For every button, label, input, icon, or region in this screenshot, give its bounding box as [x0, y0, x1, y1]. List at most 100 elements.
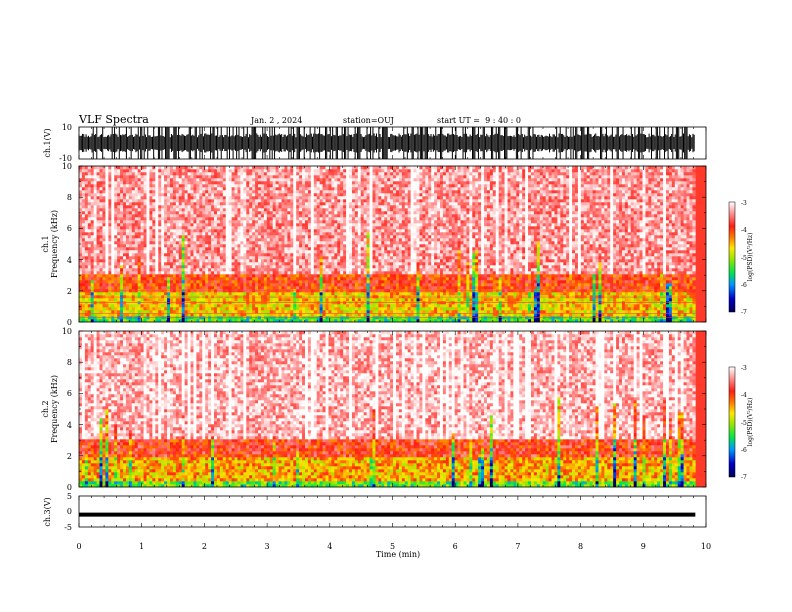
spectrogram-cell — [105, 232, 108, 235]
spectrogram-cell — [202, 271, 205, 274]
spectrogram-cell — [320, 223, 323, 226]
spectrogram-cell — [220, 280, 223, 283]
spectrogram-cell — [196, 259, 199, 262]
spectrogram-cell — [196, 211, 199, 214]
spectrogram-cell — [167, 235, 170, 238]
spectrogram-cell — [182, 199, 185, 202]
spectrogram-cell — [138, 193, 141, 196]
spectrogram-cell — [226, 283, 229, 286]
spectrogram-cell — [161, 220, 164, 223]
spectrogram-cell — [173, 280, 176, 283]
spectrogram-cell — [235, 241, 238, 244]
spectrogram-cell — [138, 244, 141, 247]
spectrogram-cell — [161, 304, 164, 307]
spectrogram-cell — [299, 304, 302, 307]
spectrogram-cell — [205, 274, 208, 277]
spectrogram-cell — [308, 175, 311, 178]
spectrogram-cell — [132, 292, 135, 295]
spectrogram-cell — [255, 232, 258, 235]
spectrogram-cell — [91, 241, 94, 244]
spectrogram-cell — [214, 193, 217, 196]
spectrogram-cell — [240, 187, 243, 190]
spectrogram-cell — [149, 223, 152, 226]
spectrogram-cell — [217, 241, 220, 244]
spectrogram-cell — [202, 277, 205, 280]
spectrogram-cell — [264, 244, 267, 247]
figure-title: VLF Spectra — [78, 113, 149, 126]
spectrogram-cell — [147, 256, 150, 259]
spectrogram-cell — [237, 241, 240, 244]
spectrogram-cell — [196, 217, 199, 220]
spectrogram-cell — [323, 241, 326, 244]
spectrogram-cell — [273, 274, 276, 277]
spectrogram-cell — [287, 220, 290, 223]
spectrogram-cell — [111, 274, 114, 277]
spectrogram-cell — [232, 262, 235, 265]
spectrogram-cell — [229, 268, 232, 271]
spectrogram-cell — [246, 304, 249, 307]
spectrogram-cell — [270, 229, 273, 232]
spectrogram-cell — [94, 232, 97, 235]
spectrogram-cell — [296, 262, 299, 265]
spectrogram-cell — [211, 190, 214, 193]
spectrogram-cell — [141, 295, 144, 298]
spectrogram-cell — [202, 256, 205, 259]
spectrogram-cell — [82, 235, 85, 238]
spectrogram-cell — [176, 310, 179, 313]
spectrogram-cell — [273, 226, 276, 229]
spectrogram-cell — [279, 232, 282, 235]
spectrogram-cell — [273, 262, 276, 265]
spectrogram-cell — [287, 286, 290, 289]
spectrogram-cell — [284, 244, 287, 247]
spectrogram-cell — [308, 199, 311, 202]
spectrogram-cell — [138, 196, 141, 199]
spectrogram-cell — [147, 292, 150, 295]
spectrogram-cell — [229, 172, 232, 175]
spectrogram-cell — [252, 208, 255, 211]
spectrogram-cell — [185, 235, 188, 238]
spectrogram-cell — [117, 214, 120, 217]
spectrogram-cell — [270, 169, 273, 172]
spectrogram-cell — [314, 274, 317, 277]
spectrogram-cell — [223, 286, 226, 289]
spectrogram-cell — [220, 223, 223, 226]
spectrogram-cell — [299, 274, 302, 277]
spectrogram-cell — [176, 253, 179, 256]
spectrogram-cell — [214, 235, 217, 238]
spectrogram-cell — [126, 181, 129, 184]
spectrogram-cell — [282, 232, 285, 235]
spectrogram-cell — [100, 175, 103, 178]
spectrogram-cell — [249, 184, 252, 187]
spectrogram-cell — [102, 250, 105, 253]
spectrogram-cell — [240, 268, 243, 271]
spectrogram-cell — [161, 244, 164, 247]
spectrogram-cell — [293, 283, 296, 286]
spectrogram-cell — [214, 208, 217, 211]
spectrogram-cell — [276, 310, 279, 313]
spectrogram-cell — [191, 172, 194, 175]
spectrogram-cell — [173, 202, 176, 205]
spectrogram-cell — [264, 295, 267, 298]
spectrogram-cell — [264, 184, 267, 187]
spectrogram-cell — [97, 217, 100, 220]
spectrogram-cell — [176, 250, 179, 253]
spectrogram-cell — [208, 208, 211, 211]
spectrogram-cell — [182, 208, 185, 211]
spectrogram-cell — [223, 244, 226, 247]
spectrogram-cell — [205, 220, 208, 223]
spectrogram-cell — [208, 187, 211, 190]
spectrogram-cell — [82, 202, 85, 205]
spectrogram-cell — [199, 175, 202, 178]
spectrogram-cell — [311, 292, 314, 295]
spectrogram-cell — [188, 250, 191, 253]
spectrogram-cell — [182, 235, 185, 238]
spectrogram-cell — [102, 286, 105, 289]
spectrogram-cell — [261, 271, 264, 274]
spectrogram-cell — [299, 307, 302, 310]
spectrogram-cell — [193, 256, 196, 259]
spectrogram-cell — [270, 178, 273, 181]
spectrogram-cell — [232, 214, 235, 217]
spectrogram-cell — [123, 202, 126, 205]
spectrogram-cell — [229, 175, 232, 178]
spectrogram-cell — [126, 307, 129, 310]
